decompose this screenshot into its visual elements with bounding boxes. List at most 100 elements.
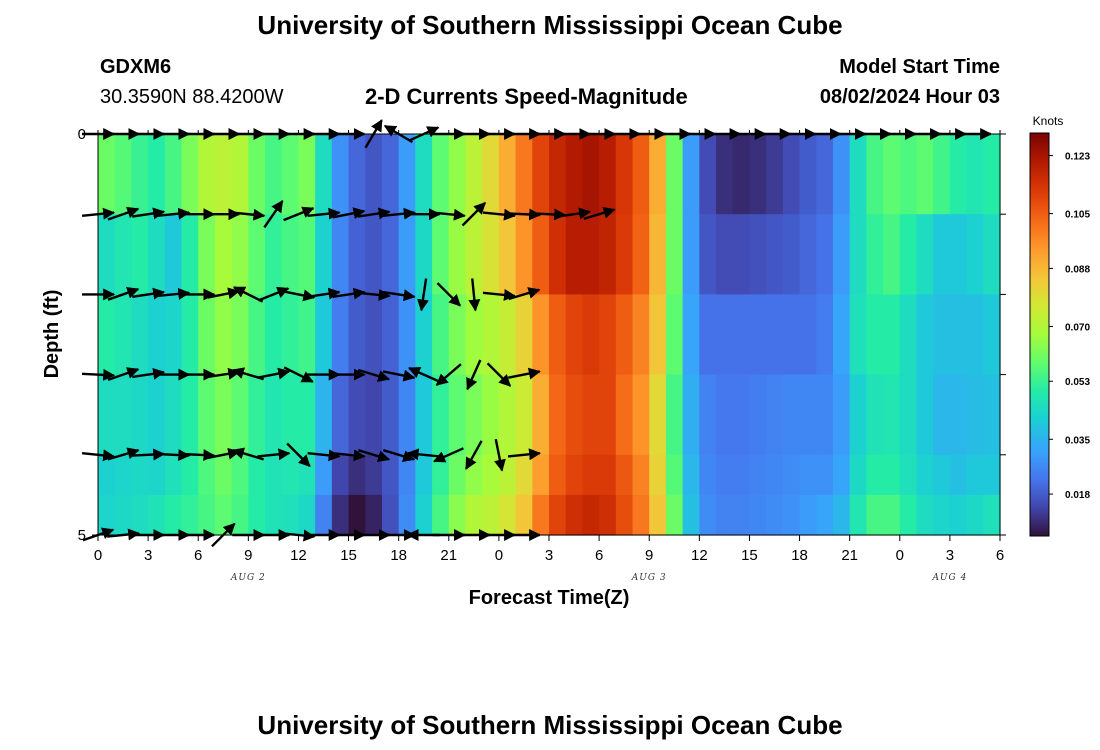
colorbar-tick-label: 0.105 <box>1065 210 1090 221</box>
heat-cell <box>465 454 483 496</box>
y-axis-title: Depth (ft) <box>41 290 63 379</box>
heat-cell <box>415 134 433 215</box>
heat-cell <box>448 374 467 456</box>
date-label: AUG 2 <box>230 573 266 583</box>
heat-cell <box>883 214 901 295</box>
heat-cell <box>782 494 801 536</box>
current-vector <box>357 288 391 301</box>
heat-cell <box>148 494 166 536</box>
x-tick-label: 18 <box>791 547 808 564</box>
heat-cell <box>916 134 934 215</box>
current-vector <box>307 287 341 300</box>
heat-cell <box>231 454 249 496</box>
heat-cell <box>782 454 801 496</box>
heat-cell <box>198 294 216 376</box>
heat-cell <box>265 374 283 456</box>
heat-cell <box>716 494 734 536</box>
heat-cell <box>398 214 416 295</box>
heat-cell <box>766 454 784 496</box>
colorbar: Knots 0.123 0.105 0.088 0.070 0.053 0.035 0.01… <box>1029 114 1090 537</box>
heat-cell <box>916 494 934 536</box>
heat-cell <box>599 294 617 376</box>
heat-cell <box>849 214 867 295</box>
heat-cell <box>398 134 416 215</box>
heat-cell <box>465 374 483 456</box>
heat-cell <box>816 214 834 295</box>
heat-cell <box>348 214 366 295</box>
heat-cell <box>432 374 450 456</box>
page-title: University of Southern Mississippi Ocean… <box>257 10 843 40</box>
heat-cell <box>381 454 400 496</box>
heat-cell <box>231 294 249 376</box>
heat-cell <box>98 494 116 536</box>
current-vector <box>433 447 464 463</box>
x-tick-label: 12 <box>691 547 708 564</box>
heat-cell <box>114 294 133 376</box>
heat-cell <box>448 454 467 496</box>
heat-cell <box>966 374 984 456</box>
colorbar-gradient <box>1029 132 1050 537</box>
heat-cell <box>381 494 400 536</box>
heat-cell <box>532 214 550 295</box>
heat-cell <box>832 454 851 496</box>
heat-cell <box>916 454 934 496</box>
heat-cell <box>816 134 834 215</box>
heat-cell <box>749 294 767 376</box>
heat-cell <box>632 454 650 496</box>
heat-cell <box>198 454 216 496</box>
heat-cell <box>498 454 517 496</box>
heat-cell <box>532 454 550 496</box>
heat-cell <box>381 134 400 215</box>
heat-cell <box>348 494 366 536</box>
heat-cell <box>498 374 517 456</box>
heat-cell <box>615 494 634 536</box>
heat-cell <box>949 134 968 215</box>
model-start-value: 08/02/2024 Hour 03 <box>819 86 1000 108</box>
current-vector <box>461 202 486 227</box>
heat-cell <box>448 294 467 376</box>
current-vector <box>417 278 429 312</box>
current-vector <box>263 200 284 229</box>
x-tick-label: 6 <box>996 547 1004 564</box>
heat-cell <box>782 294 801 376</box>
heat-cell <box>415 454 433 496</box>
heat-cell <box>315 214 333 295</box>
heat-cell <box>181 294 199 376</box>
heat-cell <box>883 374 901 456</box>
heat-cell <box>832 214 851 295</box>
heat-cell <box>131 494 149 536</box>
heat-cell <box>866 454 884 496</box>
heat-cell <box>281 134 300 215</box>
heat-cell <box>198 494 216 536</box>
chart-subtitle: 2-D Currents Speed-Magnitude <box>365 84 688 109</box>
heat-cell <box>231 134 249 215</box>
heat-cell <box>749 214 767 295</box>
heat-cell <box>565 374 584 456</box>
heat-cell <box>749 494 767 536</box>
heat-cell <box>231 494 249 536</box>
heat-cell <box>782 374 801 456</box>
heat-cell <box>164 494 183 536</box>
current-vector <box>286 442 311 467</box>
heat-cell <box>164 294 183 376</box>
heat-cell <box>98 294 116 376</box>
heat-cell <box>582 494 600 536</box>
heat-cell <box>214 374 233 456</box>
heat-cell <box>148 134 166 215</box>
current-vector <box>257 448 291 461</box>
x-tick-label: 6 <box>595 547 603 564</box>
heat-cell <box>365 294 383 376</box>
heat-cell <box>732 374 751 456</box>
heat-cell <box>749 454 767 496</box>
heat-cell <box>398 294 416 376</box>
heat-cell <box>799 374 817 456</box>
heat-cell <box>214 214 233 295</box>
current-vector <box>436 282 461 307</box>
heat-cell <box>949 214 968 295</box>
x-tick-label: 3 <box>144 547 152 564</box>
current-vector <box>107 287 140 301</box>
heat-cell <box>365 374 383 456</box>
heat-cell <box>331 374 350 456</box>
heat-cell <box>615 134 634 215</box>
heat-cell <box>615 454 634 496</box>
